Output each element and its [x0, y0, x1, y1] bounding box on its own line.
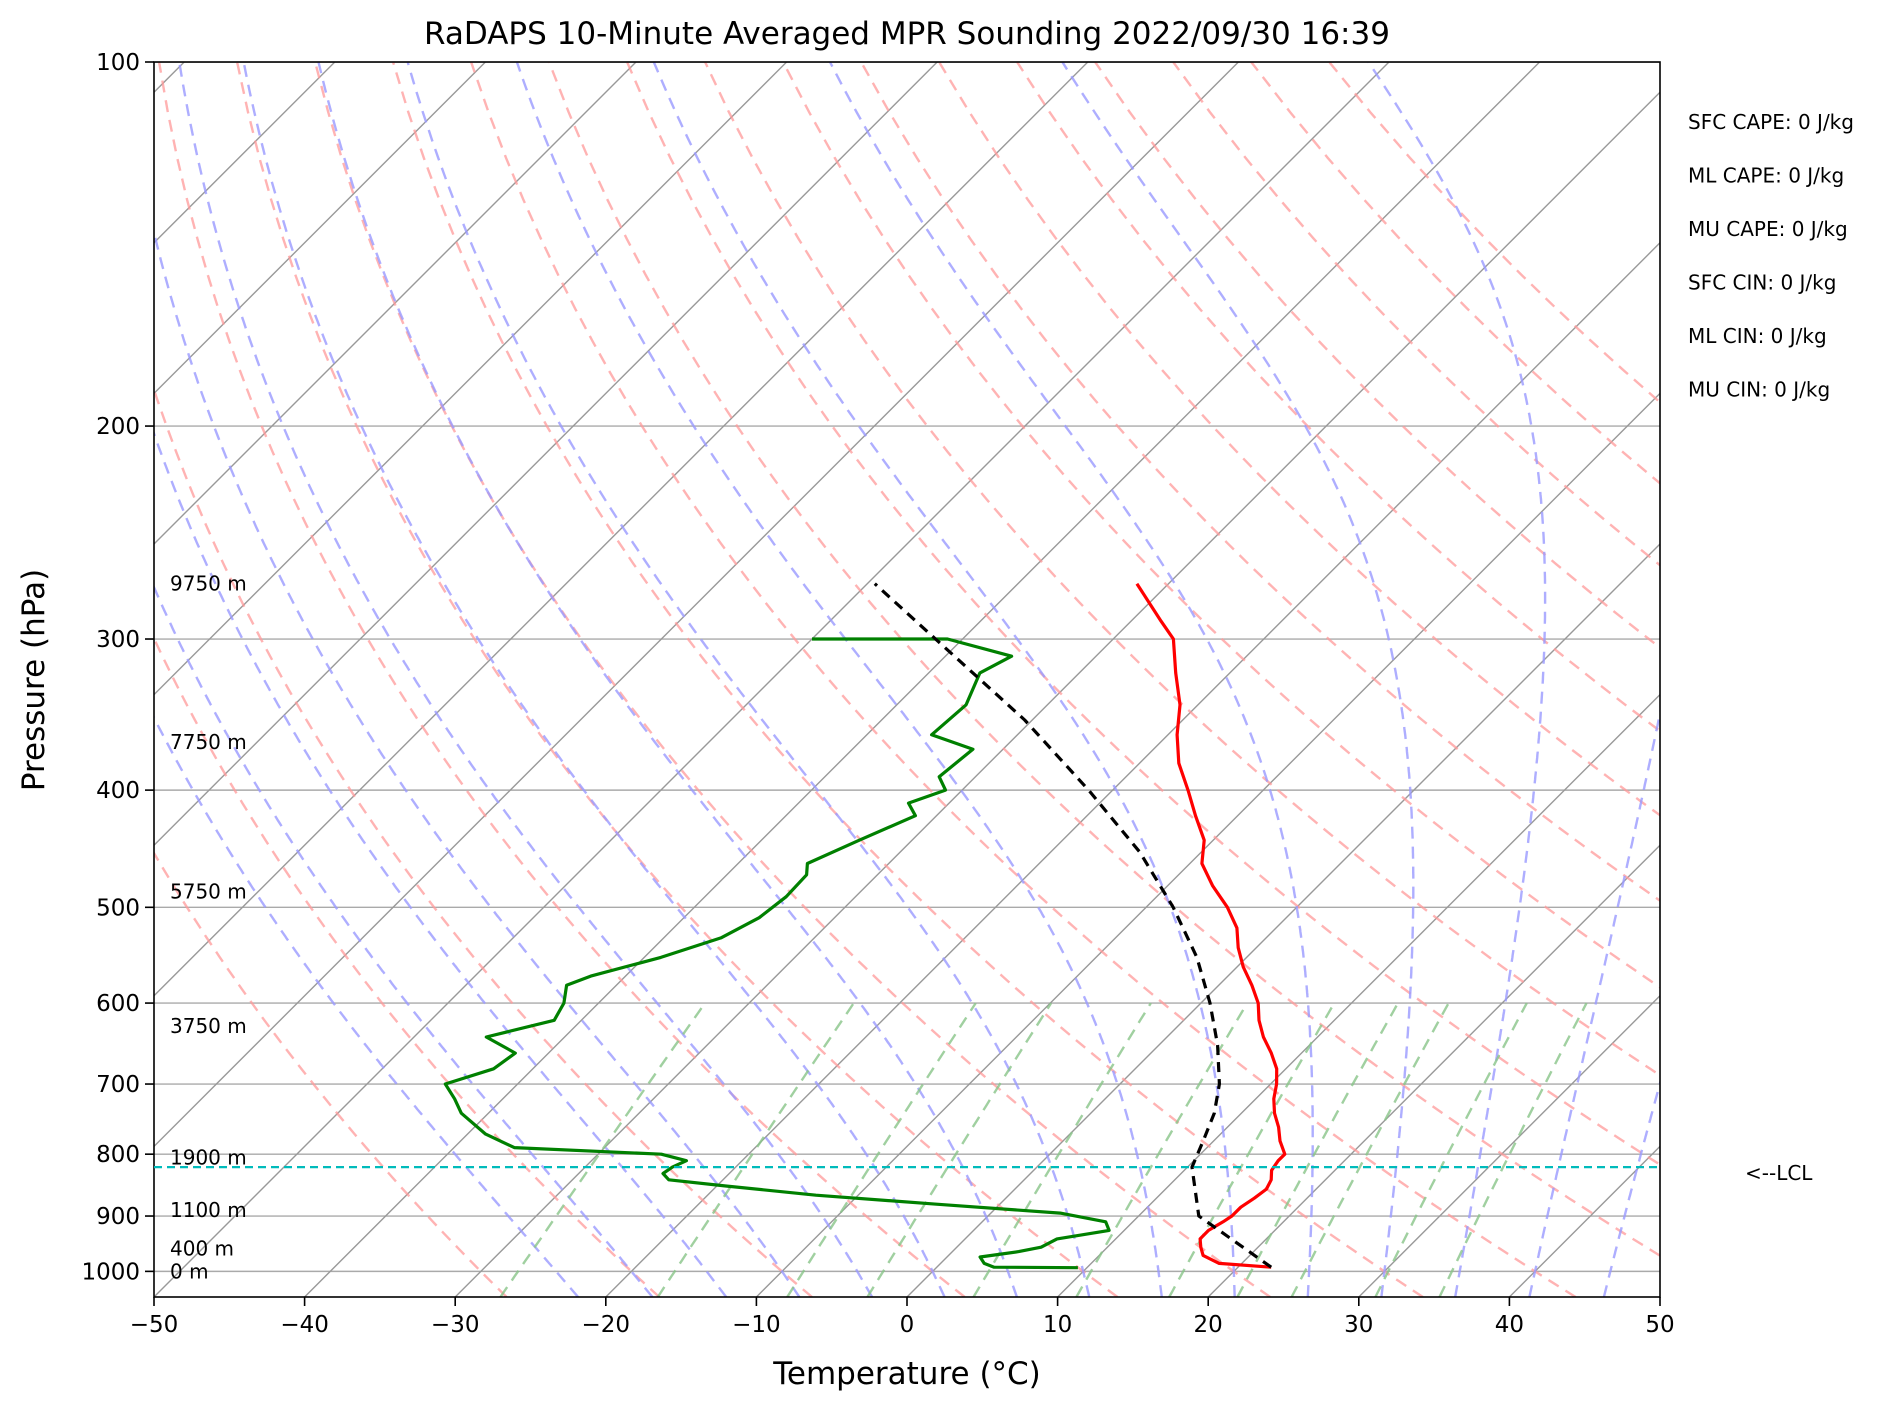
dry-adiabat-line: [547, 62, 1660, 1258]
dewpoint-profile-line: [443, 637, 1111, 1270]
isotherm-line: [154, 62, 1089, 997]
x-tick-label: 20: [1194, 1312, 1223, 1338]
moist-adiabat-line: [317, 62, 1019, 1297]
x-tick-label: 0: [900, 1312, 915, 1338]
y-tick-label: 900: [96, 1204, 140, 1230]
moist-adiabat-line: [154, 227, 801, 1297]
stat-annotation: ML CIN: 0 J/kg: [1688, 324, 1827, 348]
chart-title: RaDAPS 10-Minute Averaged MPR Sounding 2…: [424, 16, 1390, 52]
moist-adiabat-line: [515, 62, 1163, 1297]
y-tick-label: 1000: [81, 1259, 140, 1285]
dry-adiabat-line: [154, 635, 661, 1297]
x-tick-label: −20: [582, 1312, 631, 1338]
isotherm-line: [154, 62, 486, 395]
moist-adiabat-line: [154, 429, 728, 1297]
height-label: 1900 m: [170, 1145, 247, 1169]
mixing-ratio-line: [866, 1002, 1053, 1297]
isotherm-line: [154, 62, 938, 847]
height-label: 3750 m: [170, 1014, 247, 1038]
axis-ticks: −50 −40 −30 −20 −10 0 10 20 30 40 50 100 200 300 400 50…: [81, 50, 1674, 1338]
height-label: 1100 m: [170, 1198, 247, 1222]
mixing-ratio-line: [1374, 1002, 1528, 1297]
y-tick-label: 400: [96, 778, 140, 804]
dry-adiabat-line: [704, 62, 1660, 1077]
stability-stats: SFC CAPE: 0 J/kg ML CAPE: 0 J/kg MU CAPE: …: [1688, 110, 1854, 402]
mixing-ratio-line: [972, 1002, 1152, 1297]
isotherm-line: [1358, 994, 1660, 1297]
moist-adiabat-line: [828, 62, 1314, 1297]
height-label: 7750 m: [170, 730, 247, 754]
x-tick-label: 50: [1645, 1312, 1674, 1338]
y-tick-label: 800: [96, 1142, 140, 1168]
mixing-ratio-line: [1290, 1002, 1450, 1297]
dry-adiabat-line: [1016, 62, 1660, 733]
x-tick-label: 10: [1043, 1312, 1072, 1338]
dry-adiabat-line: [625, 62, 1660, 1167]
lcl-label: <--LCL: [1745, 1161, 1813, 1185]
dry-adiabat-line: [860, 62, 1660, 903]
x-tick-label: 40: [1495, 1312, 1524, 1338]
isotherm-line: [1207, 844, 1660, 1297]
moist-adiabat-line: [154, 715, 580, 1297]
moist-adiabat-line: [154, 584, 654, 1297]
isotherm-line: [154, 62, 637, 545]
dry-adiabat-line: [938, 62, 1660, 817]
moist-adiabat-line: [242, 62, 946, 1297]
mixing-ratio-line: [656, 1002, 855, 1297]
temperature-profile-line: [1135, 582, 1287, 1269]
isotherm-line: [304, 62, 1541, 1297]
y-tick-label: 200: [96, 414, 140, 440]
mixing-ratio-line: [499, 1002, 706, 1297]
isotherm-line: [154, 62, 788, 696]
y-tick-label: 500: [96, 895, 140, 921]
lcl-marker: <--LCL: [154, 1161, 1813, 1185]
moist-adiabat-line: [1528, 707, 1660, 1297]
y-tick-label: 700: [96, 1072, 140, 1098]
x-tick-label: −30: [431, 1312, 480, 1338]
moist-adiabat-line: [1061, 62, 1415, 1297]
stat-annotation: ML CAPE: 0 J/kg: [1688, 164, 1844, 188]
dry-adiabat-line: [157, 62, 966, 1297]
x-tick-label: −10: [732, 1312, 781, 1338]
height-labels: 9750 m 7750 m 5750 m 3750 m 1900 m 1100 m 400 …: [170, 572, 247, 1284]
height-label: 0 m: [170, 1259, 209, 1283]
moist-adiabat-line: [178, 62, 874, 1297]
mixing-ratio-line: [1168, 1002, 1336, 1297]
stat-annotation: SFC CAPE: 0 J/kg: [1688, 110, 1854, 134]
dry-adiabat-line: [782, 62, 1660, 989]
y-tick-label: 300: [96, 627, 140, 653]
stat-annotation: MU CAPE: 0 J/kg: [1688, 217, 1848, 241]
dry-adiabat-line: [469, 62, 1577, 1297]
y-axis-label: Pressure (hPa): [16, 569, 52, 791]
x-axis-label: Temperature (°C): [772, 1356, 1041, 1392]
isotherm-line: [605, 241, 1660, 1297]
dry-adiabat-line: [1094, 62, 1660, 650]
isotherm-line: [1057, 693, 1660, 1297]
mixing-ratio-line: [1236, 1002, 1399, 1297]
stat-annotation: SFC CIN: 0 J/kg: [1688, 271, 1836, 295]
dry-adiabat-line: [235, 62, 1119, 1297]
isotherm-line: [154, 62, 1390, 1297]
x-tick-label: 30: [1344, 1312, 1373, 1338]
background-lines: [154, 62, 1660, 1297]
isotherm-line: [906, 543, 1660, 1297]
mixing-ratio-line: [1075, 1002, 1249, 1297]
mixing-ratio-line: [786, 1002, 977, 1297]
series-layer: [443, 582, 1287, 1270]
x-tick-label: −50: [130, 1312, 179, 1338]
stat-annotation: MU CIN: 0 J/kg: [1688, 378, 1830, 402]
mixing-ratio-line: [1438, 1002, 1588, 1297]
height-label: 9750 m: [170, 572, 247, 596]
y-tick-label: 600: [96, 991, 140, 1017]
moist-adiabat-line: [1367, 62, 1547, 1297]
height-label: 5750 m: [170, 879, 247, 903]
height-label: 400 m: [170, 1236, 234, 1260]
x-tick-label: −40: [280, 1312, 329, 1338]
isotherm-line: [154, 62, 1239, 1148]
parcel-profile-line: [873, 582, 1273, 1269]
dry-adiabat-line: [391, 62, 1424, 1297]
moist-adiabat-line: [406, 62, 1091, 1297]
y-tick-label: 100: [96, 50, 140, 76]
